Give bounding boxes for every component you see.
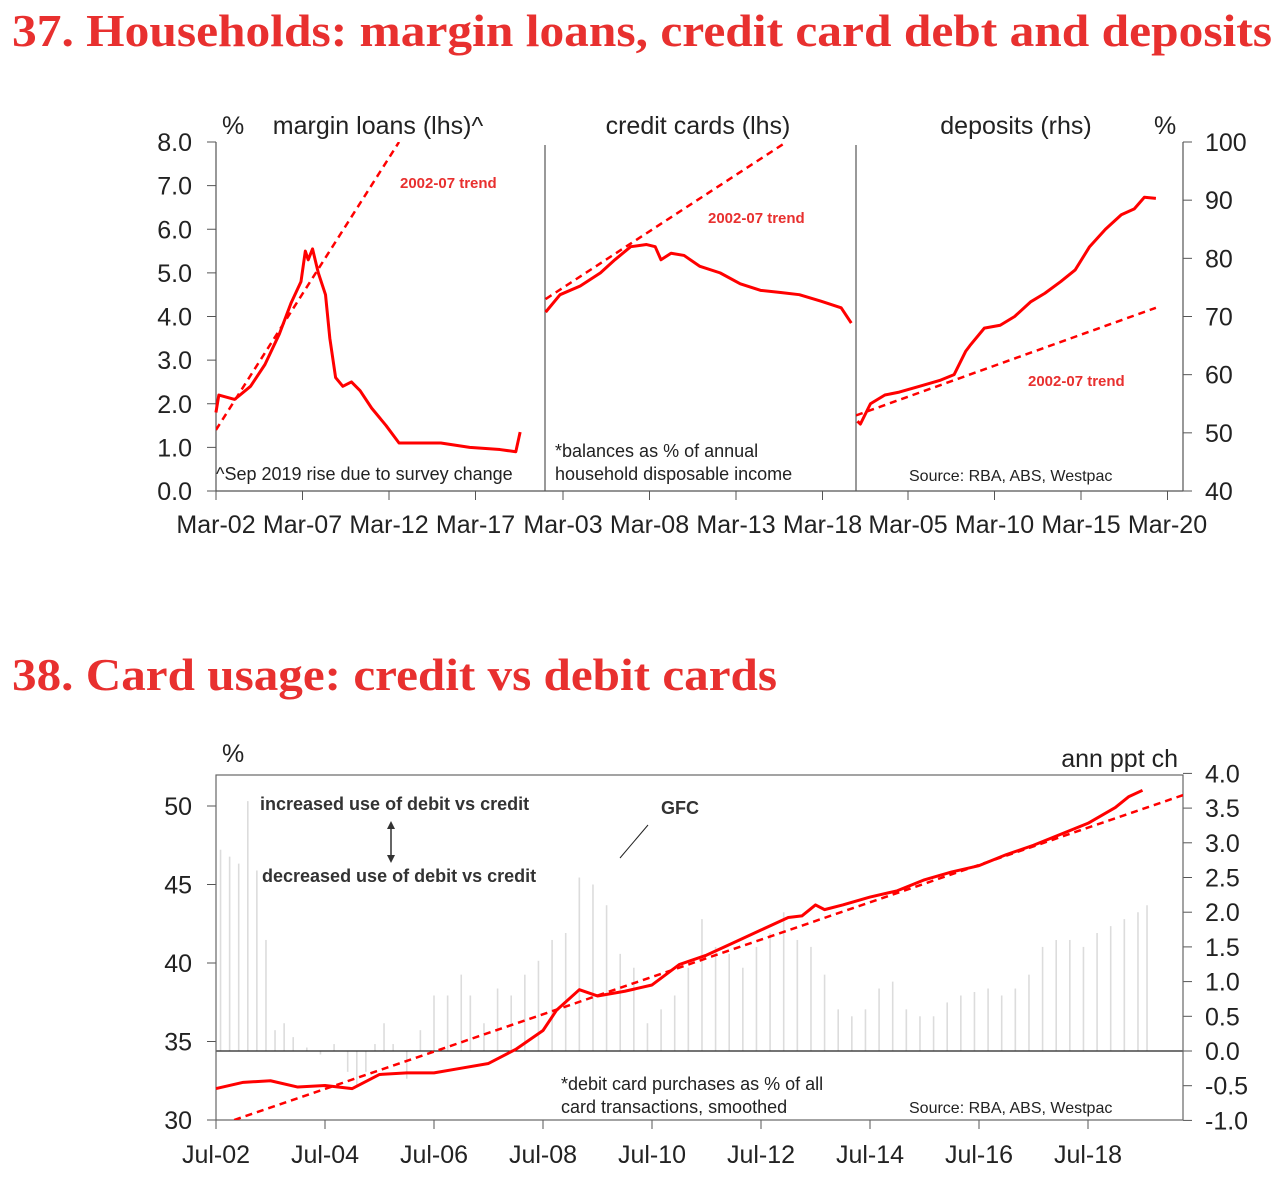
x-tick-label: Jul-14: [836, 1141, 904, 1169]
left-unit-label: %: [222, 112, 244, 140]
annotation-decreased-use: decreased use of debit vs credit: [262, 866, 536, 886]
plot-frame: [215, 774, 1184, 1121]
y-tick-label-left: 35: [164, 1029, 192, 1057]
y-tick-label-right: 100: [1205, 129, 1247, 157]
y-tick-label-right: -0.5: [1205, 1073, 1248, 1101]
x-tick-label: Mar-05: [868, 511, 947, 539]
y-tick-label-left: 40: [164, 950, 192, 978]
x-tick-label: Mar-17: [436, 511, 515, 539]
x-tick-label: Jul-04: [291, 1141, 359, 1169]
chart-37: 37. Households: margin loans, credit car…: [12, 5, 1272, 539]
chart-38-note-line2: card transactions, smoothed: [561, 1097, 787, 1117]
panel-title-deposits: deposits (rhs): [940, 112, 1091, 140]
x-tick-label: Jul-18: [1054, 1141, 1122, 1169]
y-tick-label-left: 5.0: [157, 260, 192, 288]
annotation-increased-use: increased use of debit vs credit: [260, 794, 529, 814]
trend-label-deposits: 2002-07 trend: [1028, 373, 1125, 390]
right-unit-label: %: [1154, 112, 1176, 140]
x-tick-label: Mar-07: [263, 511, 342, 539]
x-tick-label: Jul-08: [509, 1141, 577, 1169]
chart-38-note-line1: *debit card purchases as % of all: [561, 1074, 823, 1094]
x-tick-label: Mar-02: [176, 511, 255, 539]
series-line-0: [214, 247, 522, 454]
x-tick-label: Mar-15: [1041, 511, 1120, 539]
y-tick-label-left: 8.0: [157, 129, 192, 157]
panel-title-margin-loans: margin loans (lhs)^: [273, 112, 484, 140]
y-tick-label-right: 70: [1205, 304, 1233, 332]
margin-loans-footnote: ^Sep 2019 rise due to survey change: [216, 464, 513, 484]
y-tick-label-left: 0.0: [157, 478, 192, 506]
y-tick-label-left: 4.0: [157, 304, 192, 332]
y-tick-label-right: -1.0: [1205, 1107, 1248, 1135]
y-tick-label-left: 6.0: [157, 216, 192, 244]
x-tick-label: Mar-08: [610, 511, 689, 539]
x-tick-label: Jul-06: [400, 1141, 468, 1169]
trend-label-credit-cards: 2002-07 trend: [708, 210, 805, 227]
y-tick-label-right: 80: [1205, 245, 1233, 273]
x-tick-label: Mar-03: [523, 511, 602, 539]
x-tick-label: Jul-16: [945, 1141, 1013, 1169]
panel-title-credit-cards: credit cards (lhs): [606, 112, 791, 140]
y-tick-label-right: 40: [1205, 478, 1233, 506]
debit-share-line: [215, 788, 1144, 1091]
trend-line-2: [856, 306, 1157, 417]
left-unit-label-38: %: [222, 740, 244, 768]
y-tick-label-left: 45: [164, 872, 192, 900]
chart-38-title: 38. Card usage: credit vs debit cards: [12, 649, 777, 700]
y-tick-label-right: 4.0: [1205, 760, 1240, 788]
y-tick-label-right: 50: [1205, 420, 1233, 448]
double-arrow-icon: [387, 821, 395, 863]
y-tick-label-right: 0.0: [1205, 1038, 1240, 1066]
series-line-1: [544, 243, 853, 324]
y-tick-label-left: 3.0: [157, 347, 192, 375]
x-tick-label: Mar-13: [696, 511, 775, 539]
x-tick-label: Jul-12: [727, 1141, 795, 1169]
x-tick-label: Mar-18: [783, 511, 862, 539]
chart-38-source: Source: RBA, ABS, Westpac: [909, 1100, 1112, 1117]
trend-label-margin-loans: 2002-07 trend: [400, 175, 497, 192]
y-tick-label-right: 2.0: [1205, 899, 1240, 927]
chart-38: 38. Card usage: credit vs debit cards % …: [12, 649, 1248, 1169]
x-tick-label: Mar-20: [1128, 511, 1207, 539]
right-unit-label-38: ann ppt ch: [1061, 745, 1178, 773]
chart-37-source: Source: RBA, ABS, Westpac: [909, 468, 1112, 485]
x-tick-label: Mar-12: [349, 511, 428, 539]
y-tick-label-right: 60: [1205, 362, 1233, 390]
chart-37-title: 37. Households: margin loans, credit car…: [12, 5, 1272, 56]
y-tick-label-left: 50: [164, 793, 192, 821]
x-tick-label: Mar-10: [955, 511, 1034, 539]
credit-cards-note-line1: *balances as % of annual: [555, 441, 758, 461]
trend-line-0: [216, 142, 401, 431]
y-tick-label-right: 1.0: [1205, 969, 1240, 997]
y-tick-label-left: 30: [164, 1107, 192, 1135]
y-tick-label-right: 1.5: [1205, 934, 1240, 962]
y-tick-label-left: 7.0: [157, 173, 192, 201]
annotation-gfc: GFC: [661, 798, 699, 818]
y-tick-label-right: 90: [1205, 187, 1233, 215]
x-tick-label: Jul-10: [618, 1141, 686, 1169]
y-tick-label-right: 3.0: [1205, 830, 1240, 858]
x-tick-label: Jul-02: [182, 1141, 250, 1169]
y-tick-label-left: 1.0: [157, 434, 192, 462]
y-tick-label-left: 2.0: [157, 391, 192, 419]
gfc-pointer-line: [619, 824, 649, 859]
y-tick-label-right: 2.5: [1205, 865, 1240, 893]
series-line-2: [856, 195, 1157, 426]
y-tick-label-right: 0.5: [1205, 1003, 1240, 1031]
credit-cards-note-line2: household disposable income: [555, 464, 792, 484]
y-tick-label-right: 3.5: [1205, 795, 1240, 823]
